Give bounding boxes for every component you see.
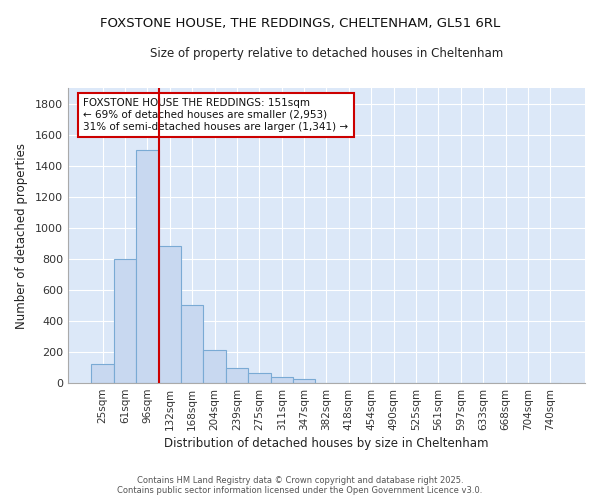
Bar xyxy=(271,377,293,383)
Bar xyxy=(248,373,271,383)
X-axis label: Distribution of detached houses by size in Cheltenham: Distribution of detached houses by size … xyxy=(164,437,489,450)
Bar xyxy=(114,259,136,383)
Text: FOXSTONE HOUSE, THE REDDINGS, CHELTENHAM, GL51 6RL: FOXSTONE HOUSE, THE REDDINGS, CHELTENHAM… xyxy=(100,18,500,30)
Bar xyxy=(181,306,203,383)
Text: FOXSTONE HOUSE THE REDDINGS: 151sqm
← 69% of detached houses are smaller (2,953): FOXSTONE HOUSE THE REDDINGS: 151sqm ← 69… xyxy=(83,98,349,132)
Bar xyxy=(158,246,181,383)
Bar xyxy=(136,150,158,383)
Text: Contains HM Land Registry data © Crown copyright and database right 2025.
Contai: Contains HM Land Registry data © Crown c… xyxy=(118,476,482,495)
Title: Size of property relative to detached houses in Cheltenham: Size of property relative to detached ho… xyxy=(150,48,503,60)
Bar xyxy=(293,379,315,383)
Bar xyxy=(203,350,226,383)
Bar xyxy=(226,368,248,383)
Y-axis label: Number of detached properties: Number of detached properties xyxy=(15,142,28,328)
Bar xyxy=(91,364,114,383)
